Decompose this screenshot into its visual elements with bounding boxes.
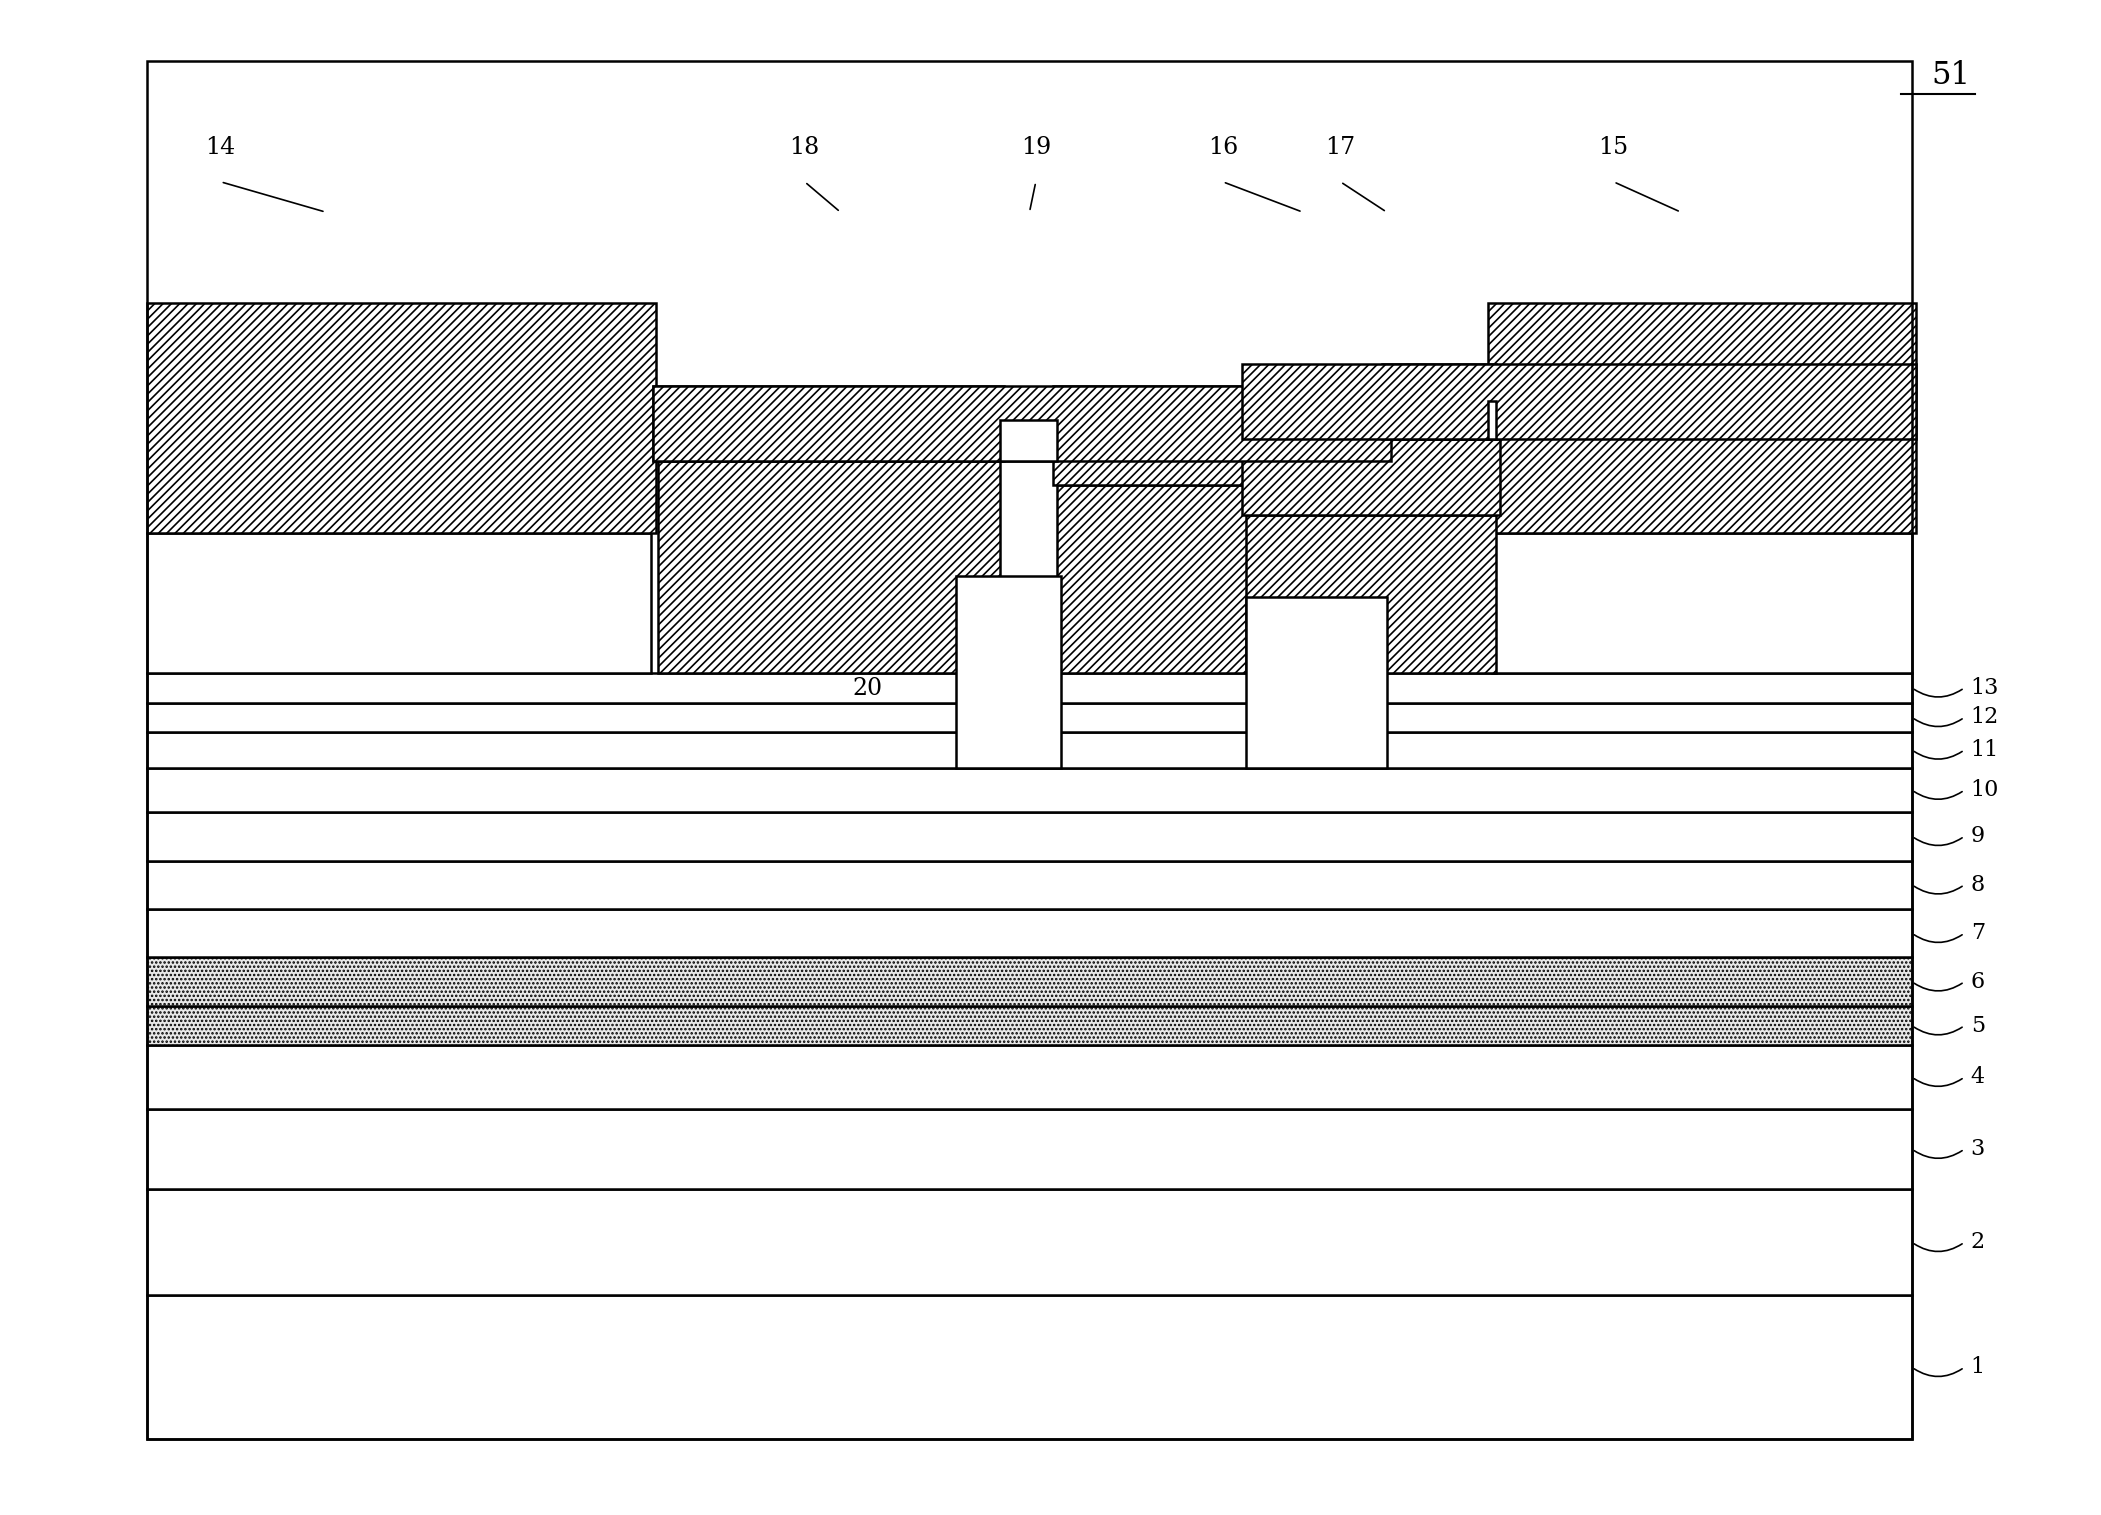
Bar [147, 861, 1912, 909]
Bar [1242, 364, 1916, 439]
Bar [147, 303, 656, 533]
Text: 13: 13 [1971, 677, 2000, 698]
Text: 18: 18 [790, 136, 819, 159]
Bar [1382, 364, 1496, 439]
Bar [147, 1006, 1912, 1045]
Text: 8: 8 [1971, 874, 1985, 895]
Text: 2: 2 [1971, 1232, 1985, 1253]
Text: 3: 3 [1971, 1138, 1985, 1160]
Bar [147, 533, 651, 673]
Bar [1246, 597, 1387, 768]
Bar [147, 732, 1912, 768]
Bar [1053, 386, 1391, 485]
Bar [1242, 439, 1500, 515]
Bar [956, 576, 1061, 768]
Bar [1057, 485, 1387, 673]
Bar [1488, 303, 1916, 533]
Bar [1246, 515, 1496, 673]
Text: 17: 17 [1326, 136, 1355, 159]
Text: 12: 12 [1971, 706, 1998, 729]
Text: 15: 15 [1599, 136, 1628, 159]
Text: 19: 19 [1021, 136, 1050, 159]
Text: 5: 5 [1971, 1015, 1985, 1036]
Text: 16: 16 [1208, 136, 1237, 159]
Bar [147, 673, 1912, 703]
Text: 7: 7 [1971, 923, 1985, 944]
Bar [147, 61, 1912, 1439]
Text: 9: 9 [1971, 826, 1985, 847]
Bar [658, 461, 1000, 673]
Bar [147, 1189, 1912, 1295]
Bar [1492, 533, 1912, 673]
Bar [147, 1109, 1912, 1189]
Bar [653, 386, 1391, 461]
Text: 6: 6 [1971, 971, 1985, 992]
Bar [653, 386, 1004, 461]
Bar [1000, 420, 1057, 461]
Bar [1488, 401, 1496, 439]
Text: 11: 11 [1971, 739, 1998, 761]
Bar [147, 957, 1912, 1006]
Text: 14: 14 [206, 136, 235, 159]
Text: 1: 1 [1971, 1356, 1985, 1379]
Bar [147, 812, 1912, 861]
Bar [147, 703, 1912, 732]
Bar [147, 909, 1912, 957]
Bar [147, 768, 1912, 812]
Text: 51: 51 [1931, 61, 1971, 91]
Bar [147, 1045, 1912, 1109]
Text: 10: 10 [1971, 779, 2000, 801]
Bar [147, 1295, 1912, 1439]
Text: 20: 20 [853, 677, 882, 700]
Text: 4: 4 [1971, 1067, 1985, 1088]
